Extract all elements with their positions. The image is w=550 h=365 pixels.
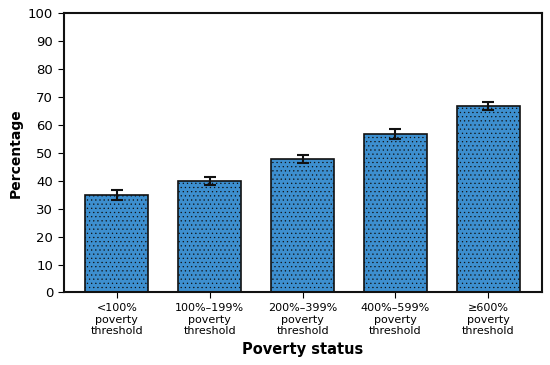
Bar: [271, 159, 334, 292]
Bar: [178, 181, 241, 292]
Bar: [85, 195, 148, 292]
Bar: [457, 106, 520, 292]
Bar: [364, 134, 427, 292]
X-axis label: Poverty status: Poverty status: [242, 342, 363, 357]
Y-axis label: Percentage: Percentage: [8, 108, 23, 198]
